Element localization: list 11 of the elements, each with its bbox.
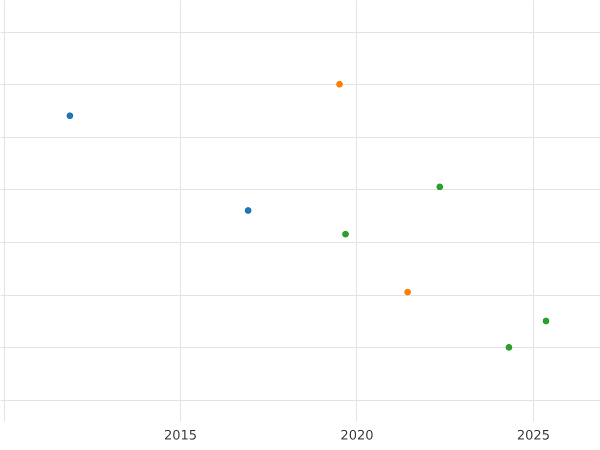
point	[336, 80, 343, 88]
point	[66, 112, 74, 120]
point	[542, 318, 550, 324]
x-tick-label: 2025	[516, 428, 550, 444]
point	[436, 183, 444, 190]
point	[342, 230, 349, 238]
x-tick-label: 2020	[340, 428, 374, 444]
point	[244, 207, 252, 214]
point	[404, 288, 411, 296]
x-tick-label: 2015	[164, 428, 198, 444]
point	[506, 344, 512, 351]
